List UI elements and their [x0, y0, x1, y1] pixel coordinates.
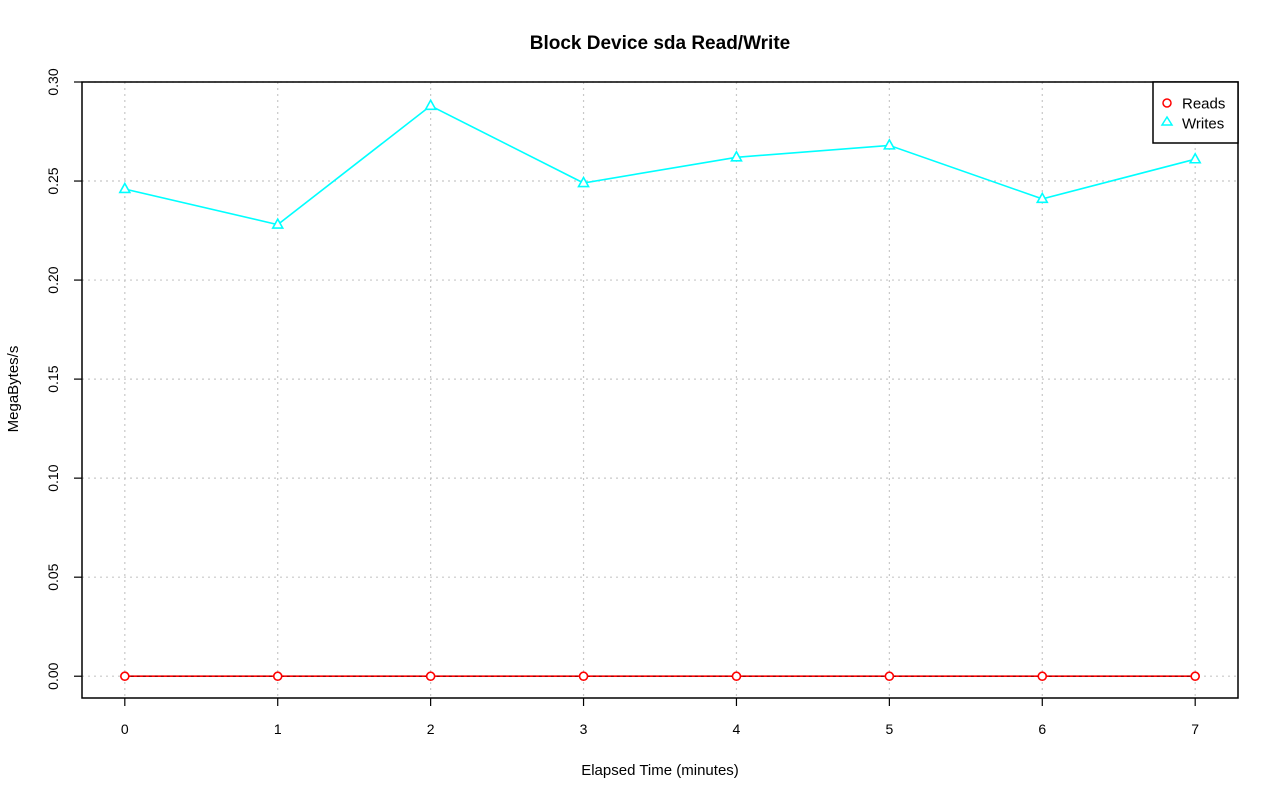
y-tick-label-3: 0.15 — [45, 365, 61, 392]
legend-reads-label: Reads — [1182, 96, 1225, 113]
x-tick-label-4: 4 — [733, 721, 741, 737]
axes: 0 1 2 3 4 5 6 7 0.00 0.05 0.10 0.15 0.20 0.25 0.30 — [45, 68, 1239, 737]
writes-point-1 — [271, 217, 285, 229]
writes-point-4 — [730, 150, 743, 162]
reads-point-5 — [884, 671, 895, 682]
legend-box — [1152, 81, 1239, 144]
y-axis-label: MegaBytes/s — [5, 346, 22, 433]
series-layer — [118, 98, 1202, 682]
reads-point-0 — [120, 671, 130, 682]
writes-point-7 — [1188, 152, 1202, 164]
x-tick-label-2: 2 — [427, 721, 435, 737]
x-tick-label-1: 1 — [274, 721, 282, 737]
writes-point-3 — [577, 175, 590, 188]
y-tick-label-0: 0.00 — [45, 662, 61, 689]
x-tick-label-0: 0 — [121, 721, 129, 737]
series-line-writes — [124, 104, 1196, 226]
writes-point-6 — [1035, 191, 1049, 204]
legend-writes-label: Writes — [1182, 116, 1224, 133]
reads-point-2 — [425, 671, 436, 682]
x-tick-label-3: 3 — [580, 721, 588, 737]
y-tick-label-6: 0.30 — [45, 68, 61, 95]
reads-point-7 — [1190, 671, 1200, 682]
reads-point-1 — [272, 671, 283, 682]
reads-point-6 — [1037, 671, 1048, 682]
plot-frame — [81, 81, 1239, 699]
x-tick-label-6: 6 — [1038, 721, 1046, 737]
chart-title: Block Device sda Read/Write — [530, 33, 790, 54]
y-tick-label-4: 0.20 — [45, 266, 61, 293]
x-tick-label-5: 5 — [885, 721, 893, 737]
legend-writes-marker — [1160, 115, 1174, 126]
legend: Reads Writes — [1152, 81, 1239, 144]
y-tick-label-1: 0.05 — [45, 563, 61, 590]
x-axis-label: Elapsed Time (minutes) — [581, 762, 739, 779]
x-tick-label-7: 7 — [1191, 721, 1199, 737]
legend-reads-marker — [1162, 98, 1172, 108]
writes-point-5 — [883, 138, 896, 150]
writes-point-2 — [424, 98, 437, 111]
reads-point-3 — [578, 671, 589, 682]
writes-point-0 — [118, 181, 132, 194]
reads-point-4 — [731, 671, 742, 682]
y-tick-label-2: 0.10 — [45, 464, 61, 491]
y-tick-label-5: 0.25 — [45, 167, 61, 194]
grid — [82, 81, 1238, 698]
